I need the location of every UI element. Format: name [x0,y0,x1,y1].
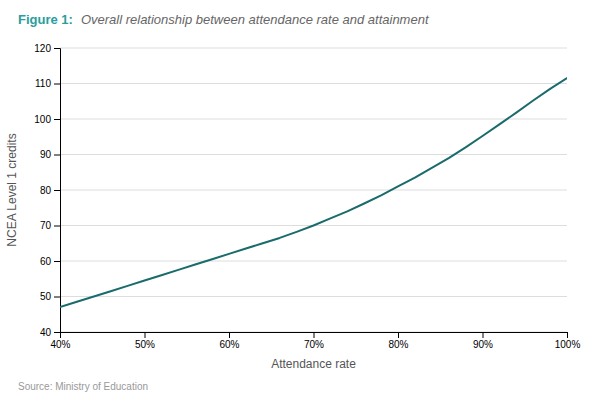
tick-mark [54,332,60,333]
axis-domain [61,333,568,339]
plot-area: 40% 50% 60% 70% 80% 90% 100% 40 50 60 70 80 90 100 110… [34,43,580,350]
grid-line [60,154,567,155]
tick: 60 [40,256,60,267]
tick-label: 120 [34,43,51,54]
tick-mark [314,332,315,338]
tick-label: 90% [473,339,493,350]
tick-mark [54,119,60,120]
grid-line [60,48,567,49]
grid [60,48,567,332]
tick-mark [145,332,146,338]
tick-mark [54,48,60,49]
tick: 120 [34,43,60,54]
tick: 40 [40,327,60,338]
tick-mark [398,332,399,338]
subtitle: Overall relationship between attendance … [81,12,430,27]
tick-mark [54,226,60,227]
tick: 80 [40,185,60,196]
chart: Figure 1: Overall relationship between at… [0,0,591,398]
annotation: Source: Ministry of Education [18,381,148,392]
tick-mark [54,261,60,262]
grid-line [60,261,567,262]
y-axis: 40 50 60 70 80 90 100 110 120 [34,43,60,338]
tick-mark [54,84,60,85]
tick-label: 50 [40,291,52,302]
tick-label: 70% [304,339,324,350]
tick-mark [54,297,60,298]
tick-label: 60 [40,256,52,267]
line [60,78,567,307]
tick-mark [54,155,60,156]
tick-label: 110 [35,78,51,89]
tick: 80% [388,332,408,350]
tick-mark [54,190,60,191]
tick: 100% [555,332,581,350]
tick-mark [483,332,484,338]
tick-label: 50% [135,339,155,350]
tick: 50% [135,332,155,350]
tick-label: 60% [219,339,239,350]
tick: 70 [40,220,60,231]
marks [60,78,567,307]
tick-label: 90 [40,149,52,160]
grid-line [60,296,567,297]
tick-label: 40% [50,339,70,350]
tick-mark [229,332,230,338]
tick: 60% [219,332,239,350]
tick-label: 100 [34,114,51,125]
tick: 40% [50,332,70,350]
x-axis-title: Attendance rate [271,357,356,371]
tick-label: 40 [40,327,52,338]
tick: 70% [304,332,324,350]
grid-line [60,119,567,120]
tick-label: 70 [40,220,52,231]
tick-label: 80% [388,339,408,350]
grid-line [60,190,567,191]
tick: 90 [40,149,60,160]
tick: 110 [35,78,60,89]
tick-label: 80 [40,185,52,196]
axis-domain [54,49,61,333]
tick-mark [567,332,568,338]
x-axis: 40% 50% 60% 70% 80% 90% 100% [50,332,580,350]
tick: 90% [473,332,493,350]
y-axis-title: NCEA Level 1 credits [5,133,19,246]
tick: 100 [34,114,60,125]
tick-label: 100% [555,339,581,350]
title: Figure 1: [18,12,73,27]
grid-line [60,83,567,84]
tick: 50 [40,291,60,302]
